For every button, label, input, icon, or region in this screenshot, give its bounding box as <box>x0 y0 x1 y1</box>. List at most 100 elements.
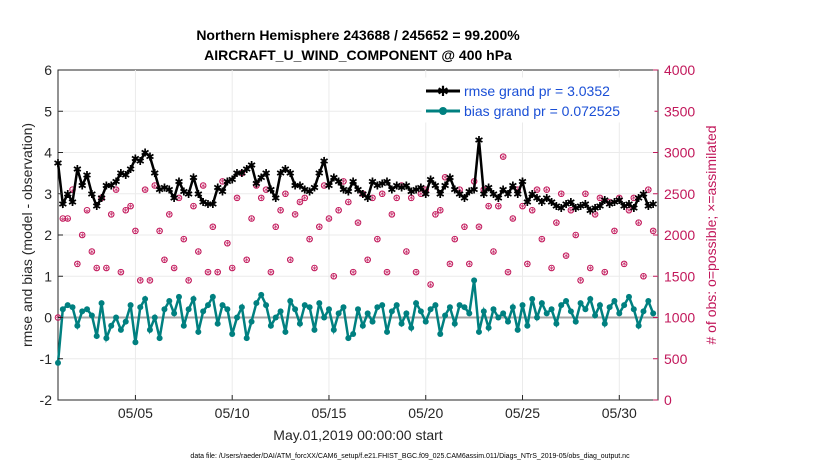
bias-point <box>190 295 197 302</box>
rmse-point: ✱ <box>242 163 251 176</box>
right-y-axis-label: # of obs: o=possible; ×=assimilated <box>703 125 719 344</box>
bias-point <box>475 328 482 335</box>
obs-possible-point <box>524 260 531 268</box>
bias-point <box>485 324 492 331</box>
obs-assimilated-point: * <box>428 281 433 292</box>
rmse-point: ✱ <box>431 180 440 193</box>
obs-possible-point <box>495 202 502 210</box>
bias-point <box>616 310 623 317</box>
obs-assimilated-point: * <box>176 195 181 206</box>
obs-possible-point <box>625 206 633 214</box>
rmse-point: ✱ <box>189 171 198 184</box>
bias-point <box>461 304 468 311</box>
bias-point <box>55 359 61 366</box>
obs-possible-point <box>538 235 546 243</box>
obs-possible-point <box>315 223 323 231</box>
obs-possible-point <box>117 268 125 276</box>
obs-possible-point <box>582 190 589 198</box>
bias-point <box>234 314 241 321</box>
obs-assimilated-point: * <box>559 191 564 202</box>
bias-point <box>625 293 632 300</box>
rmse-point: ✱ <box>218 186 227 199</box>
obs-assimilated-point: * <box>259 195 264 206</box>
bias-point <box>238 304 245 311</box>
bias-point <box>287 298 294 304</box>
rmse-point: ✱ <box>295 180 304 193</box>
obs-assimilated-point: * <box>239 170 244 181</box>
obs-possible-point <box>190 202 197 210</box>
obs-possible-point <box>553 219 560 226</box>
rmse-point: ✱ <box>629 202 638 215</box>
obs-possible-point <box>209 223 217 231</box>
x-tick-label: 05/20 <box>408 405 443 421</box>
obs-possible-point <box>175 194 183 202</box>
right-y-tick-label: 2500 <box>664 186 695 202</box>
obs-possible-point <box>335 206 342 214</box>
obs-assimilated-point: * <box>172 265 177 276</box>
bias-point <box>263 302 270 309</box>
obs-assimilated-point: * <box>409 195 414 206</box>
rmse-point: ✱ <box>232 167 241 180</box>
obs-assimilated-point: * <box>501 153 506 164</box>
rmse-point: ✱ <box>252 177 261 190</box>
bias-point <box>446 304 453 311</box>
obs-possible-point <box>596 194 604 202</box>
left-y-axis-ticks: -2 0 1 2 3 4 5 6 -1 <box>40 62 63 408</box>
obs-assimilated-point: * <box>56 314 61 325</box>
obs-possible-point <box>224 239 231 247</box>
obs-possible-point <box>620 260 628 268</box>
x-tick-label: 05/15 <box>311 405 346 421</box>
obs-assimilated-point: * <box>636 219 641 230</box>
obs-possible-point <box>640 272 647 280</box>
obs-assimilated-point: * <box>326 215 331 226</box>
bias-point <box>500 310 507 317</box>
obs-possible-point <box>354 219 362 226</box>
obs-assimilated-point: * <box>588 265 593 276</box>
obs-assimilated-point: * <box>181 236 186 247</box>
obs-assimilated-point: * <box>336 207 341 218</box>
rmse-point: ✱ <box>358 188 367 201</box>
rmse-point: ✱ <box>305 186 314 199</box>
rmse-point: ✱ <box>111 175 120 188</box>
bias-point <box>534 314 541 321</box>
obs-assimilated-point: * <box>573 232 578 243</box>
obs-assimilated-point: * <box>191 203 196 214</box>
rmse-point: ✱ <box>349 175 358 188</box>
obs-possible-point <box>645 186 652 193</box>
obs-assimilated-point: * <box>167 211 172 222</box>
legend-box <box>421 77 655 123</box>
rmse-point: ✱ <box>290 180 299 193</box>
bias-point <box>364 310 371 317</box>
obs-assimilated-point: * <box>225 240 230 251</box>
obs-possible-point <box>291 211 299 218</box>
rmse-point: ✱ <box>600 194 609 207</box>
obs-assimilated-point: * <box>201 182 206 193</box>
rmse-point: ✱ <box>615 194 624 207</box>
bias-point <box>596 302 603 309</box>
rmse-point: ✱ <box>440 180 449 193</box>
bias-point <box>316 300 323 307</box>
obs-possible-point <box>562 252 570 259</box>
obs-possible-point <box>383 268 391 276</box>
obs-possible-point <box>180 235 188 243</box>
obs-possible-point <box>311 264 318 272</box>
obs-possible-point <box>199 182 207 189</box>
bias-point <box>195 328 202 335</box>
rmse-point: ✱ <box>281 163 290 176</box>
obs-possible-point <box>165 211 173 218</box>
bias-point <box>311 326 318 333</box>
obs-assimilated-point: * <box>491 248 496 259</box>
obs-possible-point <box>485 202 492 210</box>
bias-point <box>635 322 642 329</box>
obs-possible-point <box>185 277 192 284</box>
obs-possible-point <box>567 206 575 214</box>
obs-possible-point <box>132 227 139 235</box>
obs-possible-point <box>243 256 251 264</box>
obs-possible-point <box>233 194 241 202</box>
obs-possible-point <box>306 235 313 243</box>
rmse-point: ✱ <box>92 200 101 213</box>
rmse-point: ✱ <box>639 188 648 201</box>
rmse-point: ✱ <box>266 184 275 197</box>
obs-assimilated-point: * <box>186 277 191 288</box>
rmse-point: ✱ <box>508 180 517 193</box>
